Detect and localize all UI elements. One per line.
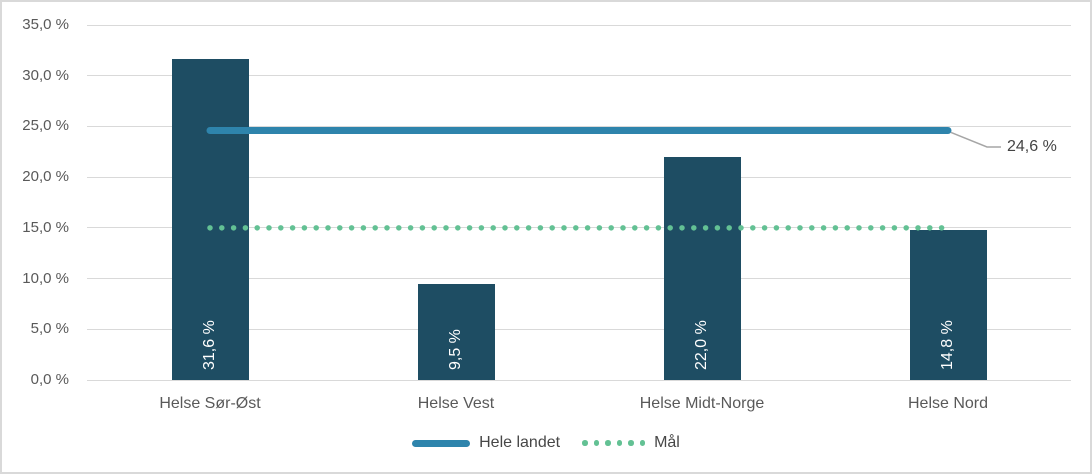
legend-label-maal: Mål [654,434,680,451]
bar-helse-s-r-st [171,59,249,380]
maal-dot [639,440,646,446]
y-gridline [87,379,1071,381]
y-tick-label: 20,0 % [22,168,69,186]
bar-value-label: 9,5 % [447,329,464,370]
y-tick-label: 5,0 % [30,320,69,338]
bar-value-label: 14,8 % [939,320,956,370]
legend-item-hele-landet: Hele landet [412,434,560,452]
annotation-connector-line [950,131,1001,148]
legend-label-hele-landet: Hele landet [479,434,561,451]
y-gridline [87,328,1071,330]
maal-dot [605,440,611,446]
hele-landet-value-annotation: 24,6 % [1007,137,1057,155]
maal-dot [616,440,623,446]
y-tick-label: 25,0 % [22,117,69,135]
y-tick-label: 15,0 % [22,218,69,236]
y-gridline [87,75,1071,77]
y-tick-label: 0,0 % [30,371,69,388]
y-gridline [87,278,1071,280]
x-category-label: Helse Vest [417,395,495,412]
y-tick-label: 30,0 % [22,66,69,84]
maal-line-swatch [582,440,646,446]
bar-helse-midt-norge [663,156,741,380]
maal-dot [628,440,634,446]
hele-landet-line-swatch [412,439,471,447]
y-tick-label: 35,0 % [22,16,69,33]
x-category-label: Helse Midt-Norge [639,395,765,412]
y-tick-label: 10,0 % [22,269,69,287]
x-category-label: Helse Nord [907,395,989,412]
legend: Hele landet Mål [2,434,1090,452]
bar-helse-nord [909,229,987,380]
bar-value-label: 31,6 % [201,320,218,370]
x-category-label: Helse Sør-Øst [159,395,261,412]
legend-item-maal: Mål [582,434,680,452]
y-gridline [87,125,1071,127]
bar-value-label: 22,0 % [693,320,710,370]
bar-helse-vest [417,283,495,380]
y-gridline [87,176,1071,178]
y-gridline [87,24,1071,26]
maal-dot [582,440,588,446]
maal-dot [593,440,600,446]
